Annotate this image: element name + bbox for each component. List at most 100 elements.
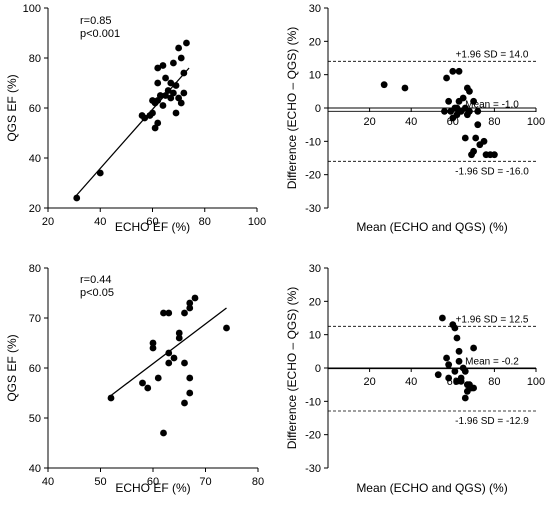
data-point: [449, 67, 457, 75]
y-tick-label: 20: [309, 296, 321, 308]
data-point: [380, 81, 388, 89]
x-tick-label: 80: [488, 116, 500, 128]
data-point: [191, 294, 199, 302]
data-point: [159, 62, 167, 69]
stat-annotation: p<0.001: [80, 28, 120, 40]
y-tick-label: -30: [305, 463, 321, 475]
data-point: [154, 64, 162, 72]
y-tick-label: 0: [315, 363, 321, 375]
data-point: [455, 67, 463, 75]
data-point: [149, 344, 157, 352]
x-tick-label: 70: [199, 476, 211, 488]
x-tick-label: 40: [42, 476, 54, 488]
data-point: [160, 429, 167, 437]
data-point: [474, 121, 482, 129]
data-point: [470, 147, 477, 155]
data-point: [186, 389, 194, 397]
data-point: [470, 344, 477, 352]
data-point: [167, 94, 175, 102]
data-point: [149, 339, 157, 347]
y-tick-label: 60: [29, 363, 41, 375]
data-point: [165, 359, 173, 367]
y-tick-label: -20: [305, 430, 321, 442]
y-tick-label: 30: [309, 263, 321, 275]
y-tick-label: 50: [29, 413, 41, 425]
y-tick-label: 30: [309, 3, 321, 15]
data-point: [159, 102, 167, 109]
data-point: [186, 304, 194, 312]
data-point: [154, 97, 162, 104]
x-tick-label: 100: [248, 216, 266, 228]
data-point: [175, 94, 183, 102]
data-point: [223, 324, 230, 332]
data-point: [181, 309, 188, 317]
y-axis-label: QGS EF (%): [5, 74, 19, 141]
y-axis-label: Difference (ECHO – QGS) (%): [285, 27, 299, 189]
data-point: [73, 194, 81, 202]
data-point: [144, 384, 152, 392]
data-point: [170, 354, 178, 362]
data-point: [177, 99, 185, 107]
y-tick-label: 10: [309, 330, 321, 342]
data-point: [183, 39, 190, 47]
y-tick-label: 20: [309, 36, 321, 48]
data-point: [154, 374, 162, 382]
data-point: [172, 109, 180, 117]
lower-limit-label: -1.96 SD = -16.0: [455, 166, 529, 177]
data-point: [165, 349, 173, 357]
x-tick-label: 20: [42, 216, 54, 228]
data-point: [466, 87, 473, 95]
data-point: [170, 59, 177, 67]
x-tick-label: 60: [146, 216, 158, 228]
data-point: [170, 89, 177, 97]
x-tick-label: 20: [363, 376, 375, 388]
data-point: [96, 169, 104, 177]
y-tick-label: 80: [29, 263, 41, 275]
data-point: [164, 87, 172, 94]
data-point: [470, 97, 477, 105]
x-tick-label: 40: [405, 116, 417, 128]
data-point: [480, 137, 488, 145]
regression-line: [73, 67, 190, 199]
data-point: [459, 94, 467, 102]
data-point: [167, 79, 175, 87]
upper-limit-label: +1.96 SD = 12.5: [456, 314, 529, 325]
y-tick-label: -10: [305, 396, 321, 408]
data-point: [172, 82, 180, 89]
upper-limit-label: +1.96 SD = 14.0: [456, 49, 529, 60]
data-point: [441, 107, 448, 115]
data-point: [181, 399, 188, 407]
data-point: [401, 84, 409, 92]
y-tick-label: 40: [29, 153, 41, 165]
data-point: [186, 374, 194, 382]
x-tick-label: 60: [147, 476, 159, 488]
data-point: [139, 379, 146, 387]
y-tick-label: 100: [23, 3, 41, 15]
y-tick-label: 70: [29, 313, 41, 325]
data-point: [154, 119, 162, 127]
stat-annotation: p<0.05: [80, 287, 114, 299]
x-axis-label: ECHO EF (%): [115, 220, 190, 234]
y-tick-label: -20: [305, 170, 321, 182]
data-point: [451, 324, 459, 332]
data-point: [461, 367, 469, 375]
data-point: [453, 334, 461, 342]
x-tick-label: 100: [527, 376, 545, 388]
y-tick-label: 10: [309, 70, 321, 82]
y-tick-label: -10: [305, 136, 321, 148]
y-tick-label: 0: [315, 103, 321, 115]
data-point: [162, 74, 169, 82]
y-tick-label: 80: [29, 53, 41, 65]
y-tick-label: 60: [29, 103, 41, 115]
data-point: [186, 299, 194, 307]
data-point: [455, 357, 463, 365]
data-point: [455, 347, 463, 355]
chart-panel-1: 20 40 60 80 100 20 40 60 80 100 ECHO EF (%) QGS EF …: [5, 3, 266, 234]
data-point: [156, 92, 164, 99]
data-point: [175, 329, 183, 337]
stat-annotation: r=0.85: [80, 15, 112, 27]
y-tick-label: 20: [29, 203, 41, 215]
x-axis-label: Mean (ECHO and QGS) (%): [356, 481, 507, 495]
